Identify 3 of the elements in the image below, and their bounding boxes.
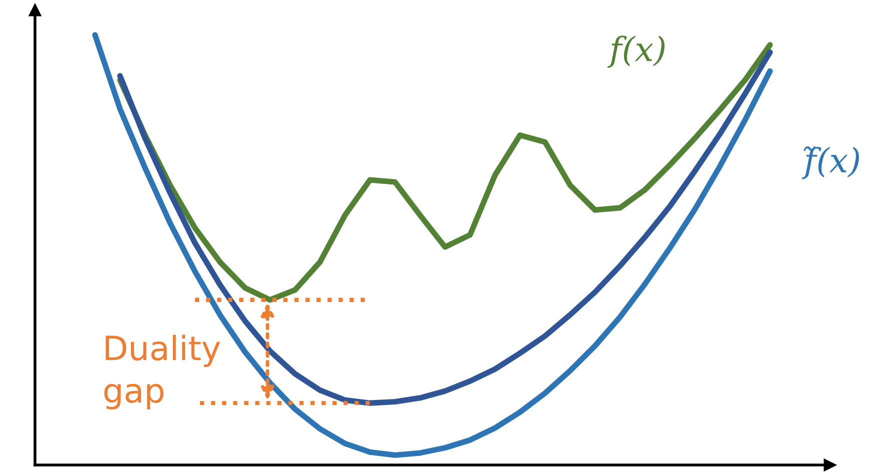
series-label: f̃(x) — [802, 146, 859, 180]
text: f(x) — [607, 36, 665, 68]
annotation: Duality gap — [104, 334, 220, 410]
